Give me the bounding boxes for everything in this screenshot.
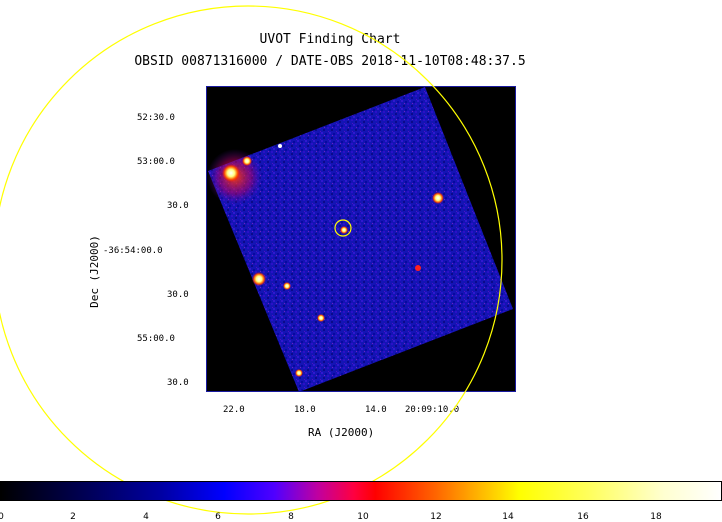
colorbar-tick: 18 [650,512,662,522]
ra-tick: 20:09:10.0 [405,405,460,415]
star [278,144,282,148]
colorbar-tick: 12 [430,512,442,522]
chart-title: UVOT Finding Chart [259,32,401,47]
ra-tick: 14.0 [365,405,387,415]
colorbar-tick: 0 [0,512,4,522]
ra-axis-label: RA (J2000) [308,426,375,439]
colorbar-tick: 4 [143,512,149,522]
dec-axis-label: Dec (J2000) [87,235,101,308]
dec-tick: 30.0 [167,290,189,300]
star [252,272,266,286]
star [317,314,325,322]
dec-tick: 52:30.0 [137,113,175,123]
colorbar-tick: 2 [70,512,76,522]
sky-image [206,86,516,392]
ra-tick: 22.0 [223,405,245,415]
colorbar-tick: 8 [288,512,294,522]
colorbar-tick: 6 [215,512,221,522]
star [283,282,291,290]
star [415,265,421,271]
colorbar-tick: 10 [357,512,369,522]
dec-tick: 53:00.0 [137,157,175,167]
sky-field-svg [207,87,513,391]
colorbar-tick: 14 [502,512,514,522]
dec-tick: -36:54:00.0 [103,246,163,256]
ra-tick: 18.0 [294,405,316,415]
dec-tick: 30.0 [167,378,189,388]
star [432,192,444,204]
chart-subtitle: OBSID 00871316000 / DATE-OBS 2018-11-10T… [134,54,526,69]
star [340,226,348,234]
colorbar-tick: 16 [577,512,589,522]
exposure-field [208,87,513,391]
star [242,156,252,166]
dec-tick: 55:00.0 [137,334,175,344]
star [295,369,303,377]
star [222,164,240,182]
colorbar [0,481,722,501]
dec-tick: 30.0 [167,201,189,211]
